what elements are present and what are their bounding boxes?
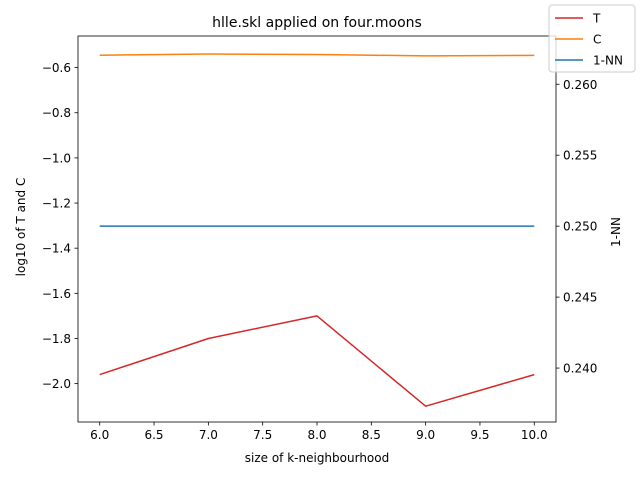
y2-tick-label: 0.255: [563, 149, 597, 163]
legend: TC 1-NN: [548, 4, 636, 73]
series-line-t: [99, 315, 535, 407]
x-tick-label: 7.0: [199, 428, 218, 442]
y-tick-label: −1.4: [42, 242, 71, 256]
x-tick-label: 8.5: [362, 428, 381, 442]
chart-title: hlle.skl applied on four.moons: [212, 15, 422, 31]
plot-area: 6.0 6.5 7.0 7.5 8.0 8.5 9.0 9.5 10.0 −2.0 −1.8 −1.6…: [42, 35, 597, 442]
y-tick-label: −1.6: [42, 287, 71, 301]
x-tick-label: 6.0: [90, 428, 109, 442]
x-tick-label: 10.0: [521, 428, 548, 442]
x-tick-label: 8.0: [307, 428, 326, 442]
legend-label-t: T: [592, 12, 601, 26]
y-tick-label: −1.2: [42, 197, 71, 211]
legend-label-1-nn: 1-NN: [593, 54, 623, 68]
y-axis-label: log10 of T and C: [14, 178, 28, 277]
plot-frame: [77, 35, 557, 423]
y2-tick-label: 0.250: [563, 220, 597, 234]
legend-box: [548, 4, 636, 73]
x-tick-label: 9.5: [470, 428, 489, 442]
x-tick-label: 9.0: [416, 428, 435, 442]
x-tick-label: 7.5: [253, 428, 272, 442]
y-tick-label: −1.8: [42, 332, 71, 346]
y2-tick-label: 0.260: [563, 78, 597, 92]
x-tick-label: 6.5: [144, 428, 163, 442]
y-tick-label: −0.8: [42, 106, 71, 120]
y-tick-label: −2.0: [42, 377, 71, 391]
y2-tick-label: 0.245: [563, 291, 597, 305]
y-tick-label: −0.6: [42, 61, 71, 75]
y2-axis-label: 1-NN: [609, 217, 623, 247]
legend-label-c: C: [593, 33, 601, 47]
y2-tick-label: 0.240: [563, 362, 597, 376]
x-axis-label: size of k-neighbourhood: [245, 451, 389, 465]
series-line-c: [99, 53, 535, 57]
y-tick-label: −1.0: [42, 151, 71, 165]
